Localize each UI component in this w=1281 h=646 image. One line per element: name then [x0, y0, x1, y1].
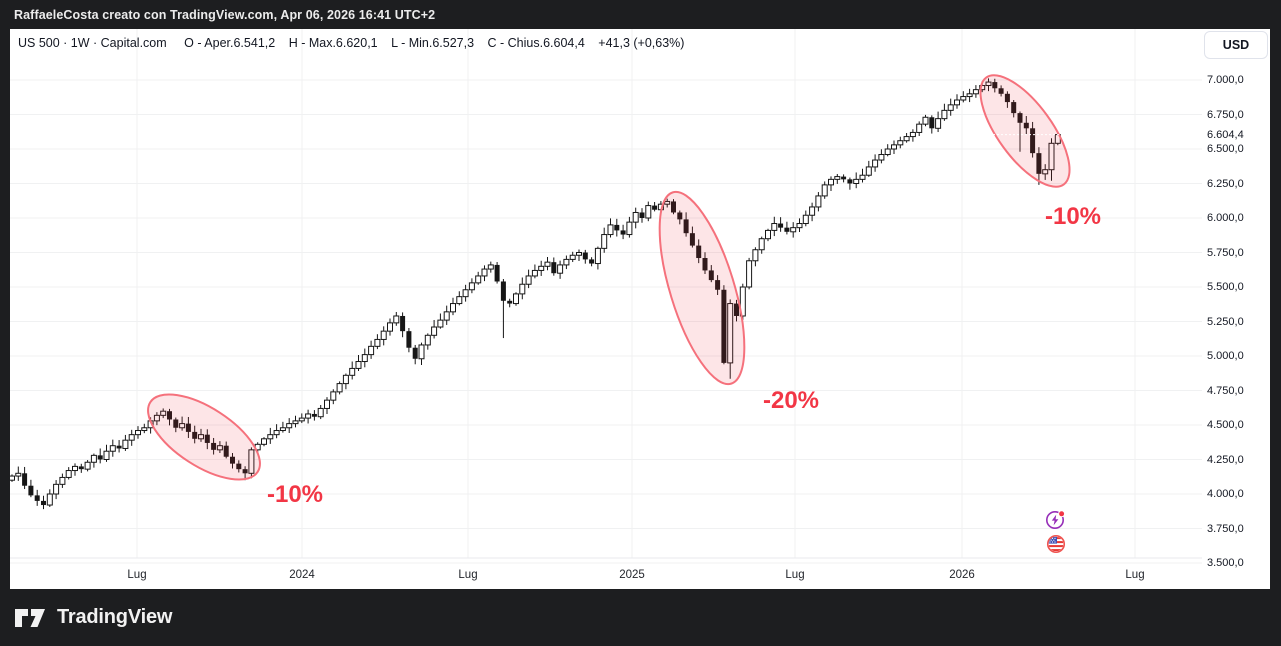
chart-legend: US 500 · 1W · Capital.com O - Aper.6.541… — [18, 36, 694, 50]
price-tick-label: 4.750,0 — [1207, 384, 1244, 397]
tradingview-mark-icon — [15, 608, 45, 627]
drawdown-ellipse[interactable] — [642, 183, 762, 393]
brand-text: TradingView — [57, 606, 173, 628]
drawdown-label[interactable]: -10% — [1045, 203, 1101, 230]
price-tick-label: 3.750,0 — [1207, 522, 1244, 535]
price-tick-label: 4.500,0 — [1207, 419, 1244, 431]
price-tick-label: 5.500,0 — [1207, 281, 1244, 293]
us-flag-glyph — [1048, 536, 1064, 552]
time-tick-label: Lug — [127, 569, 147, 581]
price-tick-label: 6.500,0 — [1207, 143, 1244, 155]
price-tick-label: 6.750,0 — [1207, 108, 1244, 121]
drawdown-ellipse[interactable] — [964, 62, 1085, 201]
time-tick-label: 2024 — [289, 569, 315, 581]
price-tick-label: 5.000,0 — [1207, 350, 1244, 362]
earnings-event-icon[interactable] — [1045, 509, 1067, 531]
legend-close: C - Chius.6.604,4 — [487, 36, 585, 50]
symbol-interval-source[interactable]: US 500 · 1W · Capital.com — [18, 36, 167, 50]
legend-change: +41,3 (+0,63%) — [598, 36, 685, 50]
price-tick-label: 6.250,0 — [1207, 177, 1244, 190]
time-tick-label: Lug — [785, 569, 805, 581]
lightning-bolt-glyph — [1051, 514, 1059, 526]
currency-toggle-button[interactable]: USD — [1204, 31, 1268, 59]
price-tick-label: 6.000,0 — [1207, 212, 1244, 224]
price-tick-label: 4.250,0 — [1207, 453, 1244, 466]
last-price-label: 6.604,4 — [1204, 127, 1268, 143]
top-bar: RaffaeleCosta creato con TradingView.com… — [0, 0, 1281, 29]
snapshot-title: RaffaeleCosta creato con TradingView.com… — [14, 7, 436, 22]
time-tick-label: 2026 — [949, 569, 975, 581]
price-tick-label: 7.000,0 — [1207, 74, 1244, 86]
price-tick-label: 3.500,0 — [1207, 557, 1244, 569]
time-tick-label: Lug — [1125, 569, 1145, 581]
legend-high: H - Max.6.620,1 — [288, 36, 378, 50]
price-tick-label: 4.000,0 — [1207, 488, 1244, 500]
bottom-bar: TradingView — [0, 589, 1281, 646]
chart-card: US 500 · 1W · Capital.com O - Aper.6.541… — [10, 29, 1270, 589]
notification-dot — [1058, 510, 1066, 518]
time-tick-label: Lug — [458, 569, 478, 581]
price-tick-label: 5.750,0 — [1207, 246, 1244, 259]
drawdown-label[interactable]: -10% — [267, 481, 323, 508]
economic-events-flag-icon[interactable] — [1045, 533, 1067, 555]
tradingview-logo[interactable]: TradingView — [14, 604, 172, 632]
price-tick-label: 5.250,0 — [1207, 315, 1244, 328]
drawdown-ellipse[interactable] — [135, 378, 274, 496]
candles-series — [10, 78, 1061, 510]
drawdown-label[interactable]: -20% — [763, 387, 819, 414]
legend-open: O - Aper.6.541,2 — [184, 36, 276, 50]
time-tick-label: 2025 — [619, 569, 645, 581]
legend-low: L - Min.6.527,3 — [391, 36, 475, 50]
chart-pane[interactable]: -10% -20% -10% — [10, 29, 1270, 589]
